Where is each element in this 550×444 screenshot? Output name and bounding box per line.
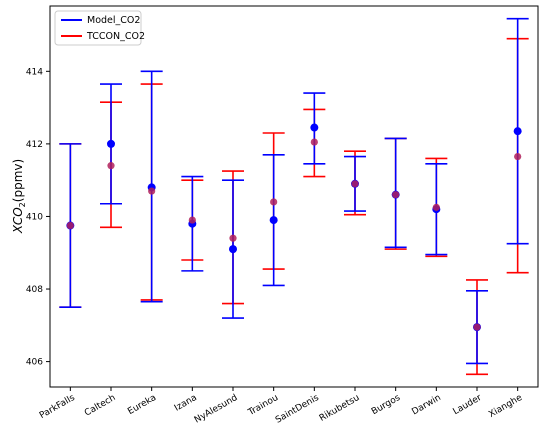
tccon-mean-point <box>270 198 278 206</box>
x-tick-label: Izana <box>173 393 199 414</box>
y-tick-label: 406 <box>26 358 43 368</box>
tccon-mean-point <box>188 216 196 224</box>
tccon-mean-point <box>66 221 74 230</box>
x-tick-label: Lauder <box>451 393 483 417</box>
y-axis: 406 408 410 412 414 <box>26 67 50 368</box>
y-tick-label: 412 <box>26 140 43 150</box>
y-axis-label-main: XCO <box>11 207 25 234</box>
y-tick-label: 414 <box>26 67 43 77</box>
legend-tccon-label: TCCON_CO2 <box>86 31 145 42</box>
x-tick-label: Rikubetsu <box>318 393 362 424</box>
plot-frame <box>49 5 539 388</box>
tccon-mean-point <box>148 187 156 195</box>
tccon-mean-point <box>351 180 359 188</box>
y-tick-label: 410 <box>26 212 43 222</box>
x-tick-label: ParkFalls <box>38 393 77 421</box>
model-mean-point <box>229 245 237 254</box>
y-axis-label-sub: 2 <box>18 202 27 207</box>
y-axis-label: XCO2(ppmv) <box>11 159 27 234</box>
x-tick-label: Xianghe <box>487 393 524 420</box>
x-tick-label: NyAlesund <box>193 393 240 426</box>
tccon-mean-point <box>229 234 237 242</box>
legend-model-label: Model_CO2 <box>87 15 140 26</box>
tccon-mean-point <box>473 323 481 331</box>
model-mean-point <box>107 139 115 148</box>
tccon-mean-point <box>392 191 400 199</box>
model-mean-point <box>310 123 319 132</box>
x-tick-label: Burgos <box>370 393 402 417</box>
y-tick-label: 408 <box>26 285 43 295</box>
model-mean-point <box>513 127 522 136</box>
tccon-mean-point <box>432 203 440 211</box>
x-tick-label: SaintDenis <box>274 393 321 426</box>
chart-marks <box>59 17 529 376</box>
model-mean-point <box>269 216 278 225</box>
tccon-mean-point <box>107 162 115 170</box>
tccon-mean-point <box>514 152 522 161</box>
x-tick-label: Trainou <box>246 393 280 419</box>
x-tick-label: Caltech <box>83 393 117 419</box>
legend: Model_CO2 TCCON_CO2 <box>54 10 145 46</box>
x-tick-label: Eureka <box>126 393 158 417</box>
tccon-mean-point <box>310 138 318 146</box>
y-axis-label-unit: (ppmv) <box>11 159 25 202</box>
x-tick-label: Darwin <box>410 393 442 418</box>
